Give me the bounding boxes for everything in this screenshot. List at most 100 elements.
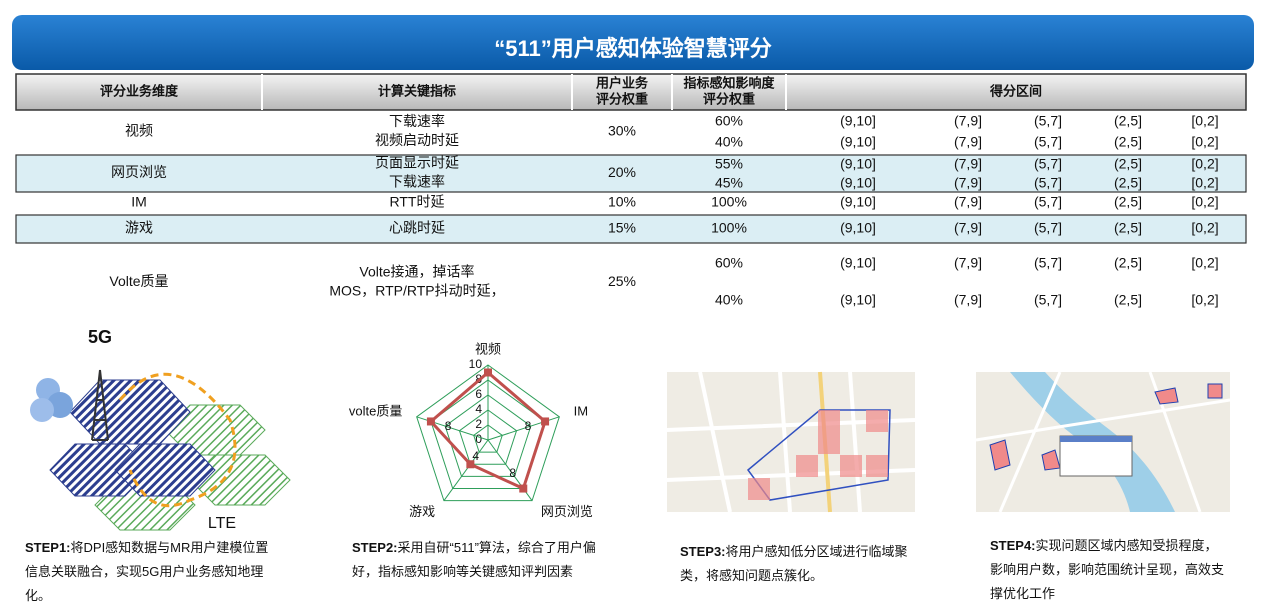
range-cell: (7,9]	[954, 292, 982, 308]
range-cell: (5,7]	[1034, 292, 1062, 308]
range-cell: (2,5]	[1114, 134, 1142, 150]
step-text: 将DPI感知数据与MR用户建模位置信息关联融合，实现5G用户业务感知地理化。	[25, 540, 269, 603]
grid-ring	[458, 409, 518, 465]
value-label: 4	[472, 449, 479, 463]
impact-cell: 100%	[711, 220, 747, 236]
range-cell: [0,2]	[1191, 194, 1218, 210]
radar-point	[466, 460, 475, 469]
step-label: STEP4:	[990, 538, 1036, 553]
grid-ring	[416, 364, 560, 502]
indicator-cell: 下载速率	[389, 113, 445, 129]
range-cell: (9,10]	[840, 220, 876, 236]
r-tick-label: 10	[469, 357, 483, 371]
r-tick-label: 0	[475, 432, 482, 446]
axis-label: volte质量	[349, 404, 402, 419]
radar-point	[519, 484, 528, 493]
weight-cell: 25%	[608, 273, 636, 289]
step-label: STEP3:	[680, 544, 726, 559]
range-cell: (2,5]	[1114, 156, 1142, 172]
range-cell: [0,2]	[1191, 113, 1218, 129]
grid-ring	[473, 424, 503, 453]
indicator-cell: 视频启动时延	[375, 132, 459, 148]
step1-caption: STEP1:将DPI感知数据与MR用户建模位置信息关联融合，实现5G用户业务感知…	[25, 536, 277, 608]
step4-map	[975, 371, 1231, 513]
radar-point	[541, 417, 550, 426]
header-cell: 得分区间	[989, 83, 1042, 98]
range-cell: (2,5]	[1114, 292, 1142, 308]
range-cell: [0,2]	[1191, 255, 1218, 271]
header-title: “511”用户感知体验智慧评分	[494, 36, 772, 61]
range-cell: (7,9]	[954, 175, 982, 191]
range-cell: (7,9]	[954, 194, 982, 210]
indicator-cell: 页面显示时延	[375, 155, 459, 171]
dimension-cell: 游戏	[125, 220, 153, 236]
header-bar	[12, 15, 1254, 70]
range-cell: (5,7]	[1034, 175, 1062, 191]
range-cell: [0,2]	[1191, 292, 1218, 308]
header-cell: 计算关键指标	[378, 83, 456, 98]
range-cell: (9,10]	[840, 134, 876, 150]
step3-map	[666, 371, 916, 513]
axis-label: 网页浏览	[541, 504, 593, 519]
range-cell: (2,5]	[1114, 175, 1142, 191]
weight-cell: 20%	[608, 164, 636, 180]
value-label: 8	[509, 466, 516, 480]
table-header	[15, 73, 1247, 111]
indicator-cell: Volte接通，掉话率	[359, 264, 474, 280]
range-cell: [0,2]	[1191, 134, 1218, 150]
axis-label: IM	[574, 404, 588, 419]
range-cell: (9,10]	[840, 156, 876, 172]
range-cell: (9,10]	[840, 194, 876, 210]
dimension-cell: 视频	[125, 123, 153, 139]
step3-caption: STEP3:将用户感知低分区域进行临域聚类，将感知问题点簇化。	[680, 540, 925, 588]
radar-point	[426, 417, 435, 426]
range-cell: (7,9]	[954, 113, 982, 129]
range-cell: (5,7]	[1034, 113, 1062, 129]
range-cell: (5,7]	[1034, 156, 1062, 172]
r-tick-label: 2	[475, 417, 482, 431]
impact-cell: 60%	[715, 255, 743, 271]
grid-ring	[444, 394, 532, 477]
header-cell: 评分权重	[703, 91, 755, 106]
dimension-cell: 网页浏览	[111, 164, 167, 180]
indicator-cell: 下载速率	[389, 174, 445, 190]
range-cell: (7,9]	[954, 156, 982, 172]
impact-cell: 100%	[711, 194, 747, 210]
fig-label: 5G	[88, 327, 112, 347]
indicator-cell: MOS，RTP/RTP抖动时延，	[329, 283, 504, 299]
range-cell: (7,9]	[954, 134, 982, 150]
row-shade	[15, 154, 1247, 193]
dimension-cell: IM	[131, 194, 147, 210]
range-cell: [0,2]	[1191, 220, 1218, 236]
value-label: 8	[445, 419, 452, 433]
range-cell: (9,10]	[840, 113, 876, 129]
radar-point	[484, 368, 492, 377]
spoke	[443, 439, 489, 501]
radar-line	[428, 370, 547, 491]
range-cell: (5,7]	[1034, 134, 1062, 150]
impact-cell: 60%	[715, 113, 743, 129]
weight-cell: 30%	[608, 123, 636, 139]
impact-cell: 40%	[715, 134, 743, 150]
axis-label: 视频	[475, 341, 501, 356]
header-cell: 用户业务	[595, 75, 649, 90]
range-cell: (2,5]	[1114, 220, 1142, 236]
indicator-cell: RTT时延	[390, 194, 445, 210]
step1-figure: 5G LTE	[30, 327, 291, 532]
range-cell: (5,7]	[1034, 194, 1062, 210]
weight-cell: 15%	[608, 220, 636, 236]
range-cell: (2,5]	[1114, 113, 1142, 129]
range-cell: [0,2]	[1191, 156, 1218, 172]
range-cell: (5,7]	[1034, 255, 1062, 271]
step-text: 将用户感知低分区域进行临域聚类，将感知问题点簇化。	[680, 544, 908, 583]
step2-caption: STEP2:采用自研“511”算法，综合了用户偏好，指标感知影响等关键感知评判因…	[352, 536, 602, 584]
header-cell: 评分权重	[596, 91, 648, 106]
range-cell: (9,10]	[840, 292, 876, 308]
step4-caption: STEP4:实现问题区域内感知受损程度，影响用户数，影响范围统计呈现，高效支撑优…	[990, 534, 1225, 606]
impact-cell: 40%	[715, 292, 743, 308]
step-label: STEP1:	[25, 540, 71, 555]
range-cell: (9,10]	[840, 255, 876, 271]
header-cell: 评分业务维度	[100, 83, 179, 98]
